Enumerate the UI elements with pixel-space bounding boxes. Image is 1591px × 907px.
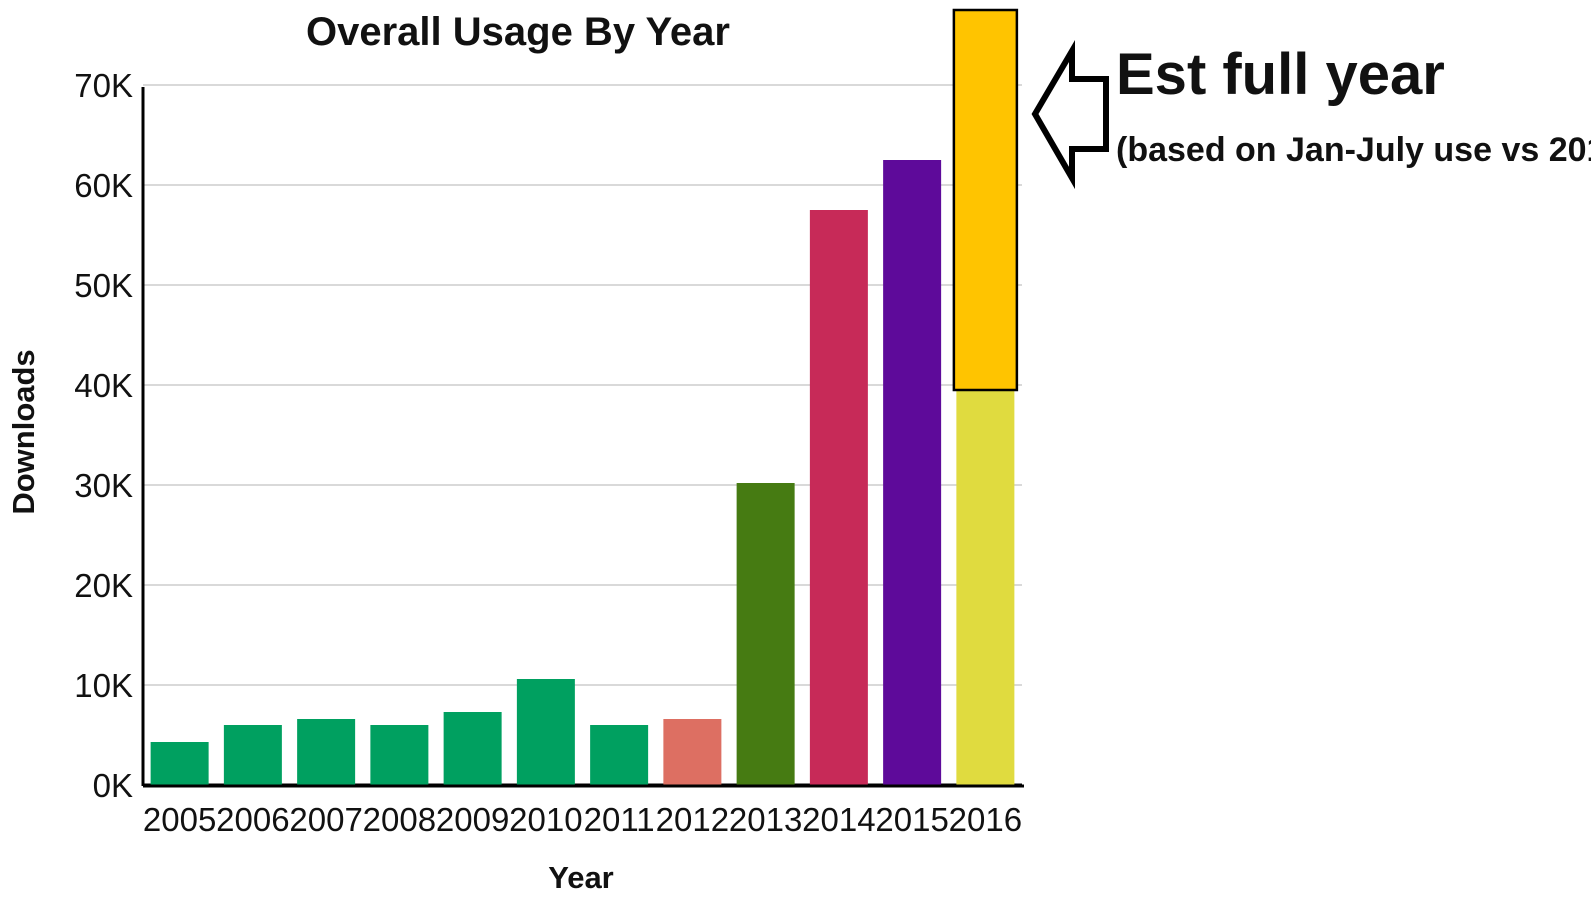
bar-2008	[370, 725, 429, 785]
y-tick-label: 30K	[74, 467, 133, 504]
estimate-label: Est full year	[1116, 42, 1445, 107]
bar-2011	[590, 725, 649, 785]
y-tick-label: 20K	[74, 567, 133, 604]
bar-2007	[297, 719, 356, 785]
bars	[150, 160, 1015, 785]
bar-2016	[956, 390, 1015, 785]
bar-2015	[883, 160, 942, 785]
x-axis-ticks: 2005 2006 2007 2008 2009 2010 2011 2012 2013 2014…	[143, 801, 1022, 838]
x-tick-label: 2008	[363, 801, 436, 838]
bar-2012	[663, 719, 722, 785]
x-tick-label: 2012	[656, 801, 729, 838]
y-tick-label: 60K	[74, 167, 133, 204]
bar-2005	[150, 742, 209, 785]
bar-2006	[223, 725, 282, 785]
bar-2013	[736, 483, 795, 785]
x-tick-label: 2007	[289, 801, 362, 838]
y-tick-label: 50K	[74, 267, 133, 304]
left-arrow-icon	[1031, 39, 1109, 190]
y-axis-title: Downloads	[6, 349, 41, 514]
bar-2014	[809, 210, 868, 785]
x-tick-label: 2014	[802, 801, 875, 838]
x-tick-label: 2011	[584, 801, 655, 838]
x-tick-label: 2015	[875, 801, 948, 838]
chart-title: Overall Usage By Year	[306, 10, 730, 54]
x-axis-title: Year	[548, 860, 614, 895]
bar-2009	[443, 712, 502, 785]
estimate-bar-2016	[952, 8, 1019, 392]
y-tick-label: 10K	[74, 667, 133, 704]
estimate-layer	[952, 8, 1019, 392]
y-axis-ticks: 0K 10K 20K 30K 40K 50K 60K 70K	[74, 67, 133, 804]
x-tick-label: 2005	[143, 801, 216, 838]
x-tick-label: 2006	[216, 801, 289, 838]
y-tick-label: 70K	[74, 67, 133, 104]
x-tick-label: 2010	[509, 801, 582, 838]
y-tick-label: 0K	[93, 767, 133, 804]
y-tick-label: 40K	[74, 367, 133, 404]
estimate-note: (based on Jan-July use vs 2015)	[1116, 131, 1591, 169]
x-tick-label: 2016	[949, 801, 1022, 838]
x-tick-label: 2013	[729, 801, 802, 838]
x-tick-label: 2009	[436, 801, 509, 838]
bar-2010	[516, 679, 575, 785]
